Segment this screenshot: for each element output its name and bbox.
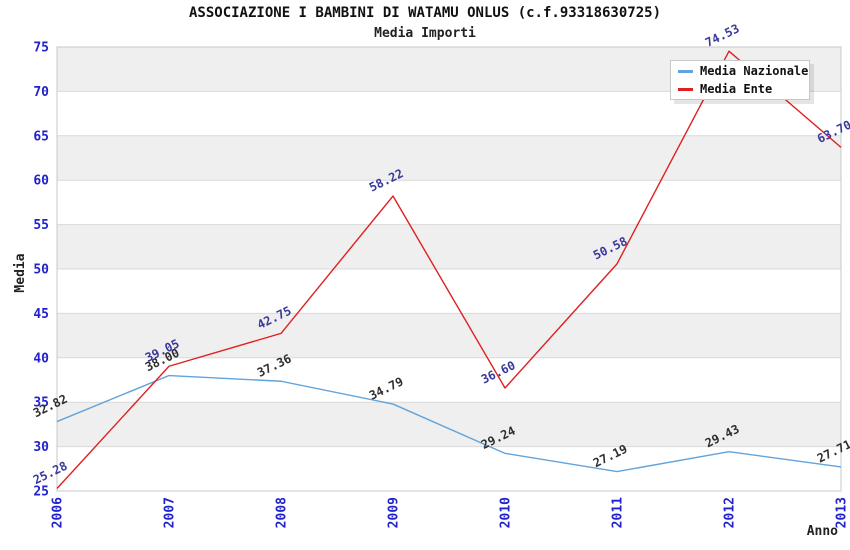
y-tick-label: 45: [33, 307, 49, 322]
y-tick-label: 50: [33, 263, 49, 278]
legend-item-media-ente: Media Ente: [678, 82, 809, 96]
media-nazionale-line-swatch-icon: [678, 69, 693, 73]
x-tick-label: 2013: [835, 497, 850, 528]
series-line-media-nazionale: [56, 374, 842, 473]
y-tick-label: 30: [33, 440, 49, 455]
y-tick-label: 65: [33, 129, 49, 144]
plot-border: [56, 46, 842, 492]
y-tick-label: 70: [33, 85, 49, 100]
x-tick-label: 2007: [163, 497, 178, 528]
legend-label: Media Nazionale: [700, 64, 809, 78]
data-label: 25.28: [31, 459, 70, 487]
y-tick-label: 60: [33, 174, 49, 189]
x-tick-label: 2008: [275, 497, 290, 528]
y-tick-label: 55: [33, 218, 49, 233]
legend-label: Media Ente: [700, 82, 773, 96]
y-axis-title: Media: [13, 253, 28, 292]
y-tick-label: 40: [33, 351, 49, 366]
background-band: [57, 402, 841, 447]
y-tick-label: 75: [33, 41, 49, 56]
x-axis-title: Anno: [807, 524, 838, 539]
background-band: [57, 224, 841, 269]
x-tick-label: 2006: [51, 497, 66, 528]
y-tick-label: 35: [33, 396, 49, 411]
background-band: [57, 135, 841, 181]
data-label: 36.60: [479, 358, 518, 386]
x-tick-label: 2009: [387, 497, 402, 528]
x-tick-label: 2012: [723, 497, 738, 528]
legend-item-media-nazionale: Media Nazionale: [678, 64, 809, 78]
legend: Media Nazionale Media Ente: [670, 60, 810, 100]
data-label: 34.79: [367, 374, 406, 402]
chart-title: ASSOCIAZIONE I BAMBINI DI WATAMU ONLUS (…: [188, 5, 661, 21]
x-tick-label: 2011: [611, 497, 626, 528]
x-tick-label: 2010: [499, 497, 514, 528]
y-tick-label: 25: [33, 485, 49, 500]
data-label: 74.53: [703, 21, 742, 49]
media-ente-line-swatch-icon: [678, 87, 693, 91]
chart-subtitle: Media Importi: [374, 26, 476, 41]
background-band: [57, 313, 841, 358]
